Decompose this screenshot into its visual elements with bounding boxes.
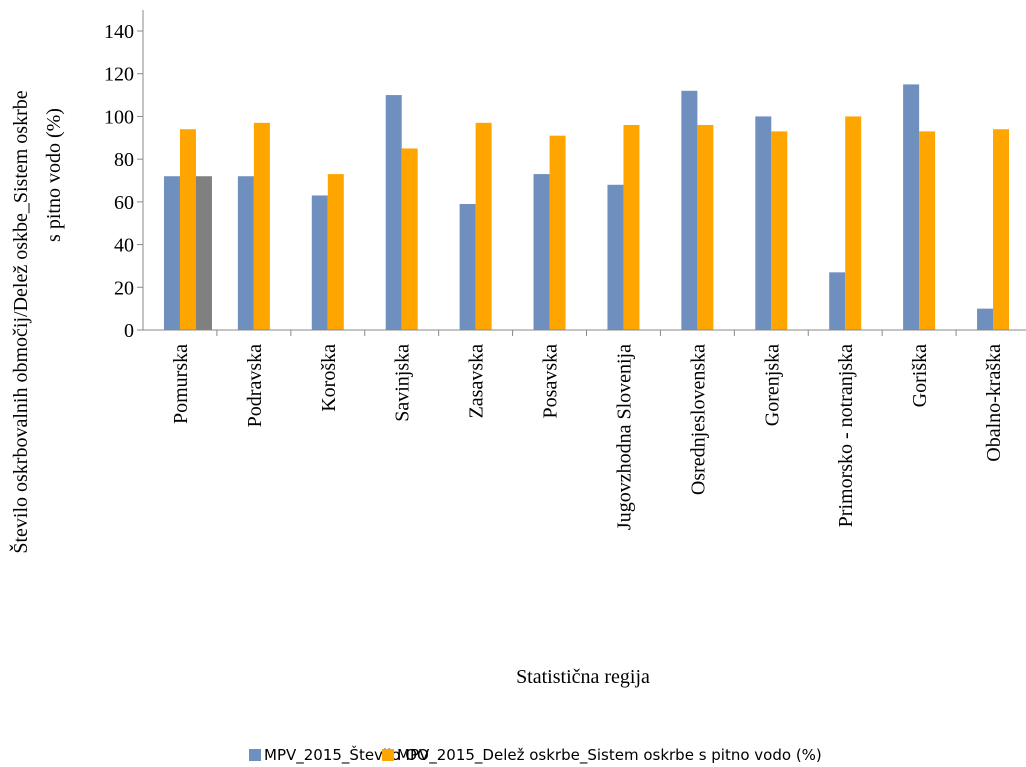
bar-stevilo-oo-11 xyxy=(977,308,994,330)
x-category-label: Pomurska xyxy=(170,344,192,424)
bar-delez-oskrbe-5 xyxy=(549,135,566,330)
legend-label: MPV_2015_Delež oskrbe_Sistem oskrbe s pi… xyxy=(397,746,822,764)
bar-delez-oskrbe-3 xyxy=(401,148,418,330)
bar-delez-oskrbe-8 xyxy=(771,131,788,330)
bars xyxy=(163,84,1010,331)
bar-stevilo-oo-4 xyxy=(459,203,476,330)
y-tick-label: 120 xyxy=(104,64,134,86)
y-tick-label: 100 xyxy=(104,106,134,128)
bar-delez-oskrbe-0 xyxy=(179,129,196,330)
x-category-label: Savinjska xyxy=(392,344,414,422)
bar-delez-oskrbe-11 xyxy=(993,129,1010,330)
bar-stevilo-oo-7 xyxy=(681,90,698,330)
x-axis-categories: Pomurska Podravska Koroška Savinjska Zasavsk… xyxy=(170,330,1005,530)
bar-delez-oskrbe-1 xyxy=(253,122,270,330)
x-category-label: Goriška xyxy=(909,344,931,407)
x-category-label: Osrednjeslovenska xyxy=(687,344,709,495)
y-axis-title-line2: s pitno vodo (%) xyxy=(43,108,65,242)
x-category-label: Gorenjska xyxy=(761,344,783,426)
x-category-label: Obalno-kraška xyxy=(983,344,1005,462)
x-category-label: Jugovzhodna Slovenija xyxy=(613,344,635,530)
bar-stevilo-oo-1 xyxy=(237,176,254,330)
bar-delez-oskrbe-9 xyxy=(845,116,862,330)
bar-stevilo-oo-9 xyxy=(829,272,846,330)
y-tick-label: 140 xyxy=(104,21,134,43)
legend-swatch-orange xyxy=(382,749,394,761)
bar-stevilo-oo-3 xyxy=(385,95,402,330)
bar-stevilo-oo-5 xyxy=(533,174,550,330)
bar-stevilo-oo-8 xyxy=(755,116,772,330)
axes xyxy=(142,10,1026,331)
bar-stevilo-oo-6 xyxy=(607,184,624,330)
y-tick-label: 20 xyxy=(114,277,134,299)
legend-item-delez-oskrbe: MPV_2015_Delež oskrbe_Sistem oskrbe s pi… xyxy=(382,746,822,764)
legend: MPV_2015_Število OO MPV_2015_Delež oskrb… xyxy=(0,746,1026,766)
y-tick-label: 80 xyxy=(114,149,134,171)
y-axis-ticks: 0 20 40 60 80 100 120 140 xyxy=(104,21,143,342)
bar-delez-oskrbe-10 xyxy=(919,131,936,330)
x-category-label: Podravska xyxy=(244,344,266,427)
legend-swatch-blue xyxy=(249,749,261,761)
x-category-label: Zasavska xyxy=(466,344,488,419)
bar-stevilo-oo-10 xyxy=(903,84,920,331)
bar-extra-0 xyxy=(195,176,212,330)
bar-delez-oskrbe-7 xyxy=(697,124,714,330)
x-category-label: Koroška xyxy=(318,344,340,412)
x-category-label: Primorsko - notranjska xyxy=(835,344,857,527)
bar-stevilo-oo-2 xyxy=(311,195,328,330)
x-category-label: Posavska xyxy=(540,344,562,419)
x-axis-title: Statistična regija xyxy=(516,666,650,688)
bar-delez-oskrbe-4 xyxy=(475,122,492,330)
y-tick-label: 0 xyxy=(124,320,134,342)
bar-stevilo-oo-0 xyxy=(163,176,180,330)
y-tick-label: 40 xyxy=(114,235,134,257)
y-axis-title: Število oskrbovalnih območij/Delež oskbe… xyxy=(8,90,65,553)
y-tick-label: 60 xyxy=(114,192,134,214)
y-axis-title-line1: Število oskrbovalnih območij/Delež oskbe… xyxy=(8,90,32,553)
bar-delez-oskrbe-6 xyxy=(623,124,640,330)
bar-delez-oskrbe-2 xyxy=(327,174,344,330)
